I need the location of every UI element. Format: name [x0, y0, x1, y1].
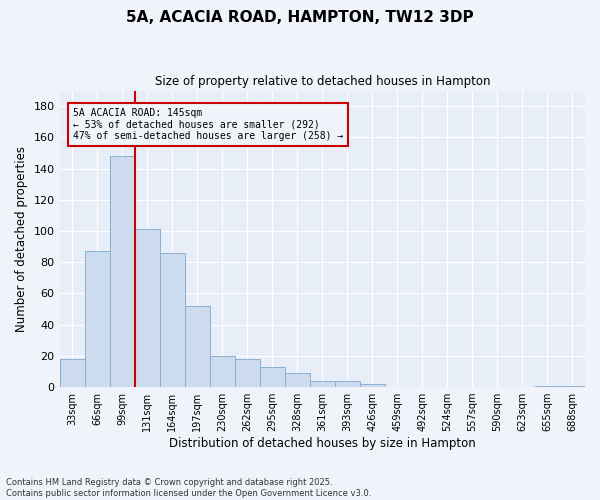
Bar [560, 386, 585, 387]
Bar [160, 253, 185, 387]
Bar [59, 359, 85, 387]
Bar [110, 156, 134, 387]
Bar [535, 386, 560, 387]
Bar [360, 384, 385, 387]
Text: 5A, ACACIA ROAD, HAMPTON, TW12 3DP: 5A, ACACIA ROAD, HAMPTON, TW12 3DP [126, 10, 474, 25]
Bar [310, 381, 335, 387]
Y-axis label: Number of detached properties: Number of detached properties [15, 146, 28, 332]
Bar [134, 230, 160, 387]
Title: Size of property relative to detached houses in Hampton: Size of property relative to detached ho… [155, 75, 490, 88]
Bar [285, 373, 310, 387]
Bar [335, 381, 360, 387]
X-axis label: Distribution of detached houses by size in Hampton: Distribution of detached houses by size … [169, 437, 476, 450]
Text: 5A ACACIA ROAD: 145sqm
← 53% of detached houses are smaller (292)
47% of semi-de: 5A ACACIA ROAD: 145sqm ← 53% of detached… [73, 108, 343, 141]
Bar [235, 359, 260, 387]
Bar [260, 367, 285, 387]
Text: Contains HM Land Registry data © Crown copyright and database right 2025.
Contai: Contains HM Land Registry data © Crown c… [6, 478, 371, 498]
Bar [85, 252, 110, 387]
Bar [185, 306, 209, 387]
Bar [209, 356, 235, 387]
